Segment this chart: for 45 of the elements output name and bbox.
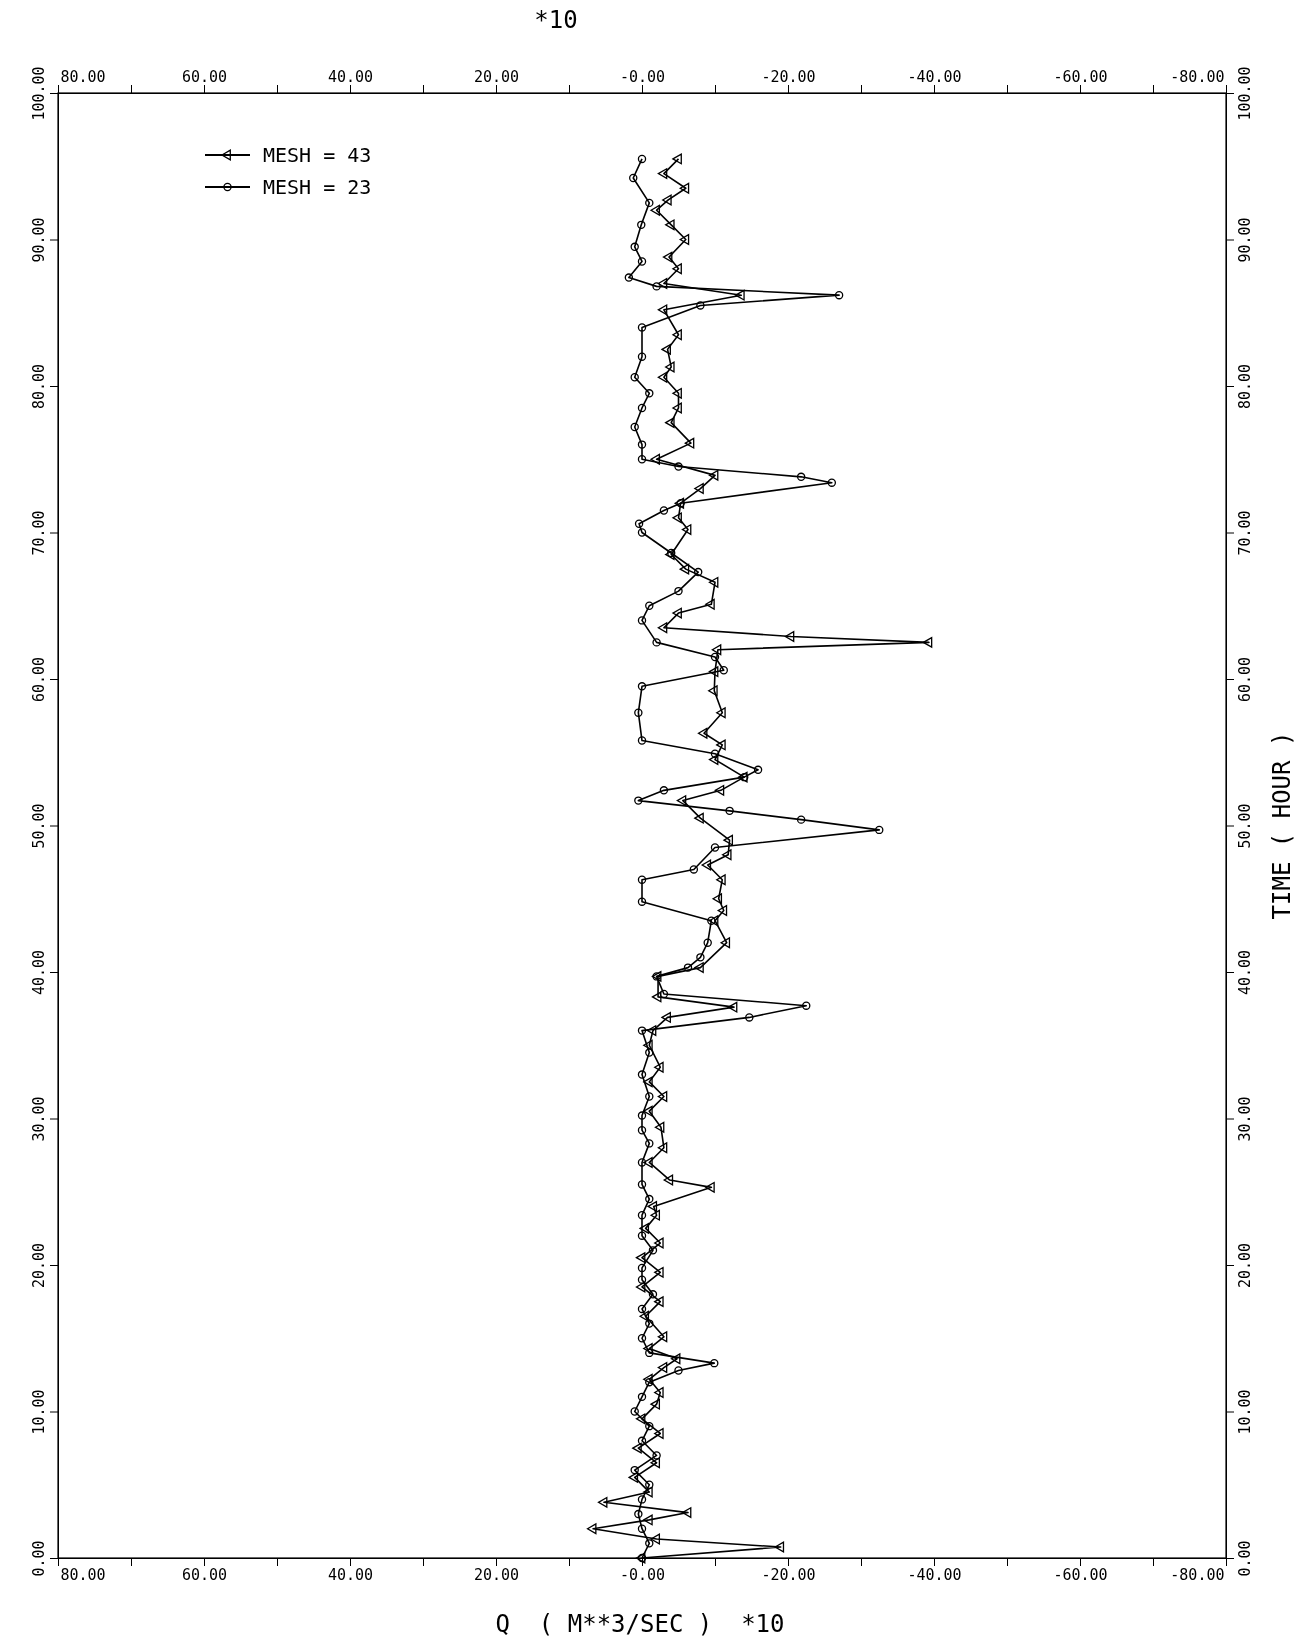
x-tick-label: -40.00 [907, 1565, 962, 1584]
y2-tick-label: 70.00 [1236, 510, 1254, 556]
x-tick-label: -60.00 [1053, 1565, 1108, 1584]
x2-tick-label: 80.00 [60, 68, 106, 86]
y2-tick-label: 30.00 [1236, 1096, 1254, 1142]
y2-tick-label: 100.00 [1236, 66, 1254, 121]
x2-tick-label: -0.00 [619, 68, 666, 86]
y2-tick-label: 60.00 [1236, 656, 1254, 703]
y-tick-label: 30.00 [30, 1096, 48, 1142]
x-tick-label: 60.00 [181, 1565, 228, 1584]
y2-tick-label: 90.00 [1236, 217, 1254, 263]
x-tick-label: -20.00 [761, 1565, 816, 1584]
y2-tick-label: 10.00 [1236, 1389, 1254, 1435]
y-tick-label: 100.00 [30, 66, 48, 121]
x-tick-label: -0.00 [619, 1565, 666, 1584]
x2-tick-label: -40.00 [907, 68, 962, 86]
x2-axis-title: *10 [534, 6, 578, 34]
x2-tick-label: -80.00 [1170, 68, 1225, 86]
y-tick-label: 80.00 [30, 363, 48, 410]
y-tick-label: 20.00 [30, 1242, 48, 1289]
x2-tick-label: 40.00 [327, 68, 374, 86]
y2-tick-label: 80.00 [1236, 363, 1254, 410]
x-axis-title: Q ( M**3/SEC ) *10 [495, 1610, 785, 1638]
y-tick-label: 60.00 [30, 656, 48, 703]
y2-axis-title: TIME ( HOUR ) [1268, 731, 1296, 920]
y-tick-label: 40.00 [30, 949, 48, 996]
y-tick-label: 50.00 [30, 803, 48, 849]
legend-label: MESH = 43 [263, 143, 372, 167]
y2-tick-label: 20.00 [1236, 1242, 1254, 1289]
x2-tick-label: 20.00 [473, 68, 520, 86]
y2-tick-label: 50.00 [1236, 803, 1254, 849]
legend-label: MESH = 23 [263, 175, 372, 199]
x-tick-label: 80.00 [60, 1565, 106, 1584]
x-tick-label: 20.00 [473, 1565, 520, 1584]
y2-tick-label: 0.00 [1236, 1540, 1254, 1577]
y-tick-label: 0.00 [30, 1540, 48, 1577]
x2-tick-label: 60.00 [181, 68, 228, 86]
y-tick-label: 90.00 [30, 217, 48, 263]
y2-tick-label: 40.00 [1236, 949, 1254, 996]
x2-tick-label: -20.00 [761, 68, 816, 86]
y-tick-label: 70.00 [30, 510, 48, 556]
x-tick-label: -80.00 [1170, 1565, 1225, 1584]
x-tick-label: 40.00 [327, 1565, 374, 1584]
y-tick-label: 10.00 [30, 1389, 48, 1435]
x2-tick-label: -60.00 [1053, 68, 1108, 86]
